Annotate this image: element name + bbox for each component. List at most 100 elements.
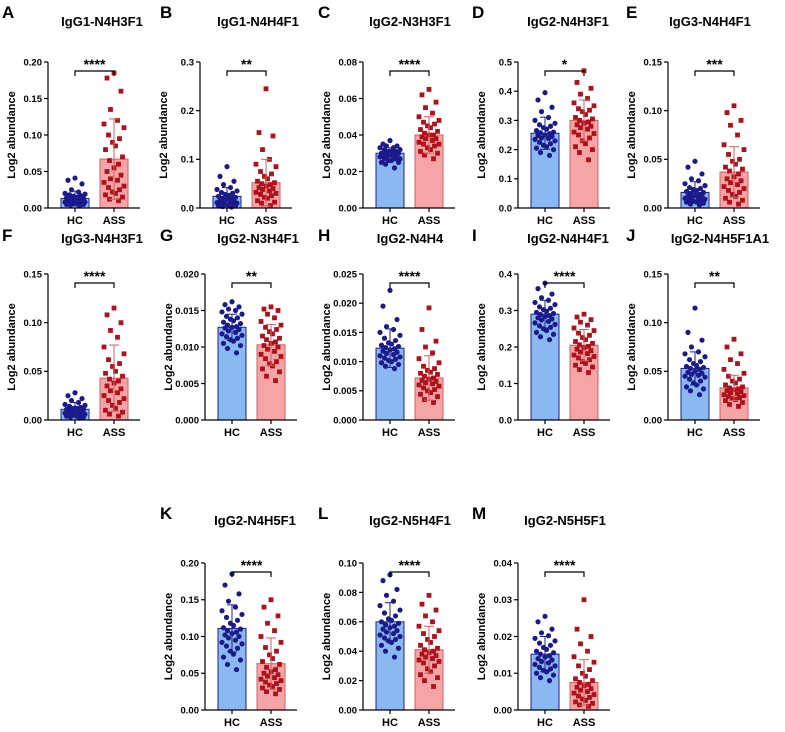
y-tick-label: 0.10 xyxy=(181,632,200,643)
data-point-hc xyxy=(538,295,545,301)
data-point-ass xyxy=(726,152,731,157)
y-axis-label: Log2 abundance xyxy=(163,593,175,680)
panel-title: IgG2-N4H5F1A1 xyxy=(671,231,769,246)
data-point-hc xyxy=(532,136,538,142)
data-point-ass xyxy=(120,409,125,415)
panel-e: E IgG3-N4H4F1 Log2 abundance 0.00 0.05 0.10 0.… xyxy=(626,3,760,227)
data-point-ass xyxy=(587,695,592,700)
data-point-ass xyxy=(578,319,583,325)
data-point-ass xyxy=(591,328,597,333)
y-tick-label: 0.06 xyxy=(339,617,358,628)
y-tick-label: 0.10 xyxy=(339,558,358,569)
data-point-hc xyxy=(215,193,222,199)
data-point-ass xyxy=(583,361,588,366)
data-point-hc xyxy=(685,164,691,170)
data-point-hc xyxy=(550,650,557,656)
data-point-hc xyxy=(550,331,557,337)
data-point-hc xyxy=(687,365,694,372)
data-point-ass xyxy=(264,337,269,343)
data-point-hc xyxy=(550,672,557,678)
y-tick-label: 0.20 xyxy=(24,57,43,68)
data-point-ass xyxy=(727,402,732,407)
data-point-hc xyxy=(224,345,231,352)
data-point-ass xyxy=(117,361,122,366)
data-point-hc xyxy=(391,654,398,660)
data-point-ass xyxy=(576,663,581,669)
data-point-ass xyxy=(735,182,740,188)
data-point-ass xyxy=(261,604,267,610)
y-tick-label: 0.00 xyxy=(339,705,358,716)
data-point-ass xyxy=(274,648,279,654)
data-point-ass xyxy=(103,370,108,376)
data-point-ass xyxy=(737,156,742,162)
data-point-ass xyxy=(436,118,442,123)
data-point-ass xyxy=(576,106,581,112)
data-point-hc xyxy=(215,202,222,209)
data-point-hc xyxy=(236,304,242,310)
data-point-ass xyxy=(267,682,272,688)
data-point-hc xyxy=(552,138,558,144)
y-tick-label: 0.2 xyxy=(499,145,512,156)
data-point-hc xyxy=(377,329,383,335)
data-point-hc xyxy=(686,376,693,382)
data-point-hc xyxy=(395,159,402,165)
data-point-ass xyxy=(587,107,592,113)
data-point-ass xyxy=(431,400,436,405)
data-point-ass xyxy=(262,173,267,179)
data-point-hc xyxy=(397,354,403,360)
data-point-ass xyxy=(577,367,582,373)
y-tick-label: 0.00 xyxy=(24,203,43,214)
data-point-hc xyxy=(381,610,388,616)
data-point-ass xyxy=(435,128,440,134)
y-tick-label: 0.3 xyxy=(499,116,512,127)
data-point-hc xyxy=(395,645,402,651)
panel-letter: A xyxy=(2,3,14,22)
data-point-ass xyxy=(260,659,265,664)
y-tick-label: 0.3 xyxy=(499,306,512,317)
data-point-ass xyxy=(103,192,108,198)
data-point-hc xyxy=(699,171,705,177)
y-tick-label: 0.005 xyxy=(175,379,199,390)
data-point-ass xyxy=(586,157,591,163)
data-point-hc xyxy=(223,643,230,649)
data-point-hc xyxy=(222,302,228,308)
error-bar-hc xyxy=(70,401,80,417)
data-point-ass xyxy=(735,132,740,138)
data-point-ass xyxy=(422,130,427,136)
data-point-ass xyxy=(418,370,423,376)
data-point-hc xyxy=(219,639,225,645)
data-point-ass xyxy=(435,372,440,377)
data-point-hc xyxy=(397,607,403,613)
data-point-hc xyxy=(68,397,75,404)
data-point-ass xyxy=(724,344,730,350)
data-point-ass xyxy=(274,681,279,686)
data-point-hc xyxy=(214,186,220,193)
data-point-hc xyxy=(533,309,540,315)
data-point-ass xyxy=(433,379,439,384)
panel-b: B IgG1-N4H4F1 Log2 abundance 0.0 0.1 0.2 0.3 HC… xyxy=(158,3,299,227)
data-point-hc xyxy=(533,648,540,654)
y-tick-label: 0.06 xyxy=(339,94,358,105)
data-point-ass xyxy=(585,351,590,356)
error-bar-ass xyxy=(729,146,739,198)
significance-bracket xyxy=(694,70,735,76)
data-point-hc xyxy=(397,332,403,338)
panel-title: IgG2-N3H3F1 xyxy=(369,14,451,29)
data-point-ass xyxy=(259,200,264,206)
data-point-hc xyxy=(535,619,541,625)
data-point-ass xyxy=(425,123,430,129)
data-point-hc xyxy=(220,625,227,631)
significance-label: ** xyxy=(709,268,720,284)
data-point-hc xyxy=(239,611,245,618)
data-point-ass xyxy=(733,161,738,167)
data-point-hc xyxy=(388,157,395,164)
data-point-ass xyxy=(253,161,259,167)
data-point-hc xyxy=(232,604,239,610)
y-tick-label: 0.01 xyxy=(494,669,513,680)
data-point-ass xyxy=(733,397,738,402)
panel-letter: G xyxy=(160,226,173,245)
data-point-hc xyxy=(382,648,389,654)
data-point-ass xyxy=(422,373,427,379)
data-point-ass xyxy=(120,373,125,379)
panel-letter: E xyxy=(626,3,637,22)
